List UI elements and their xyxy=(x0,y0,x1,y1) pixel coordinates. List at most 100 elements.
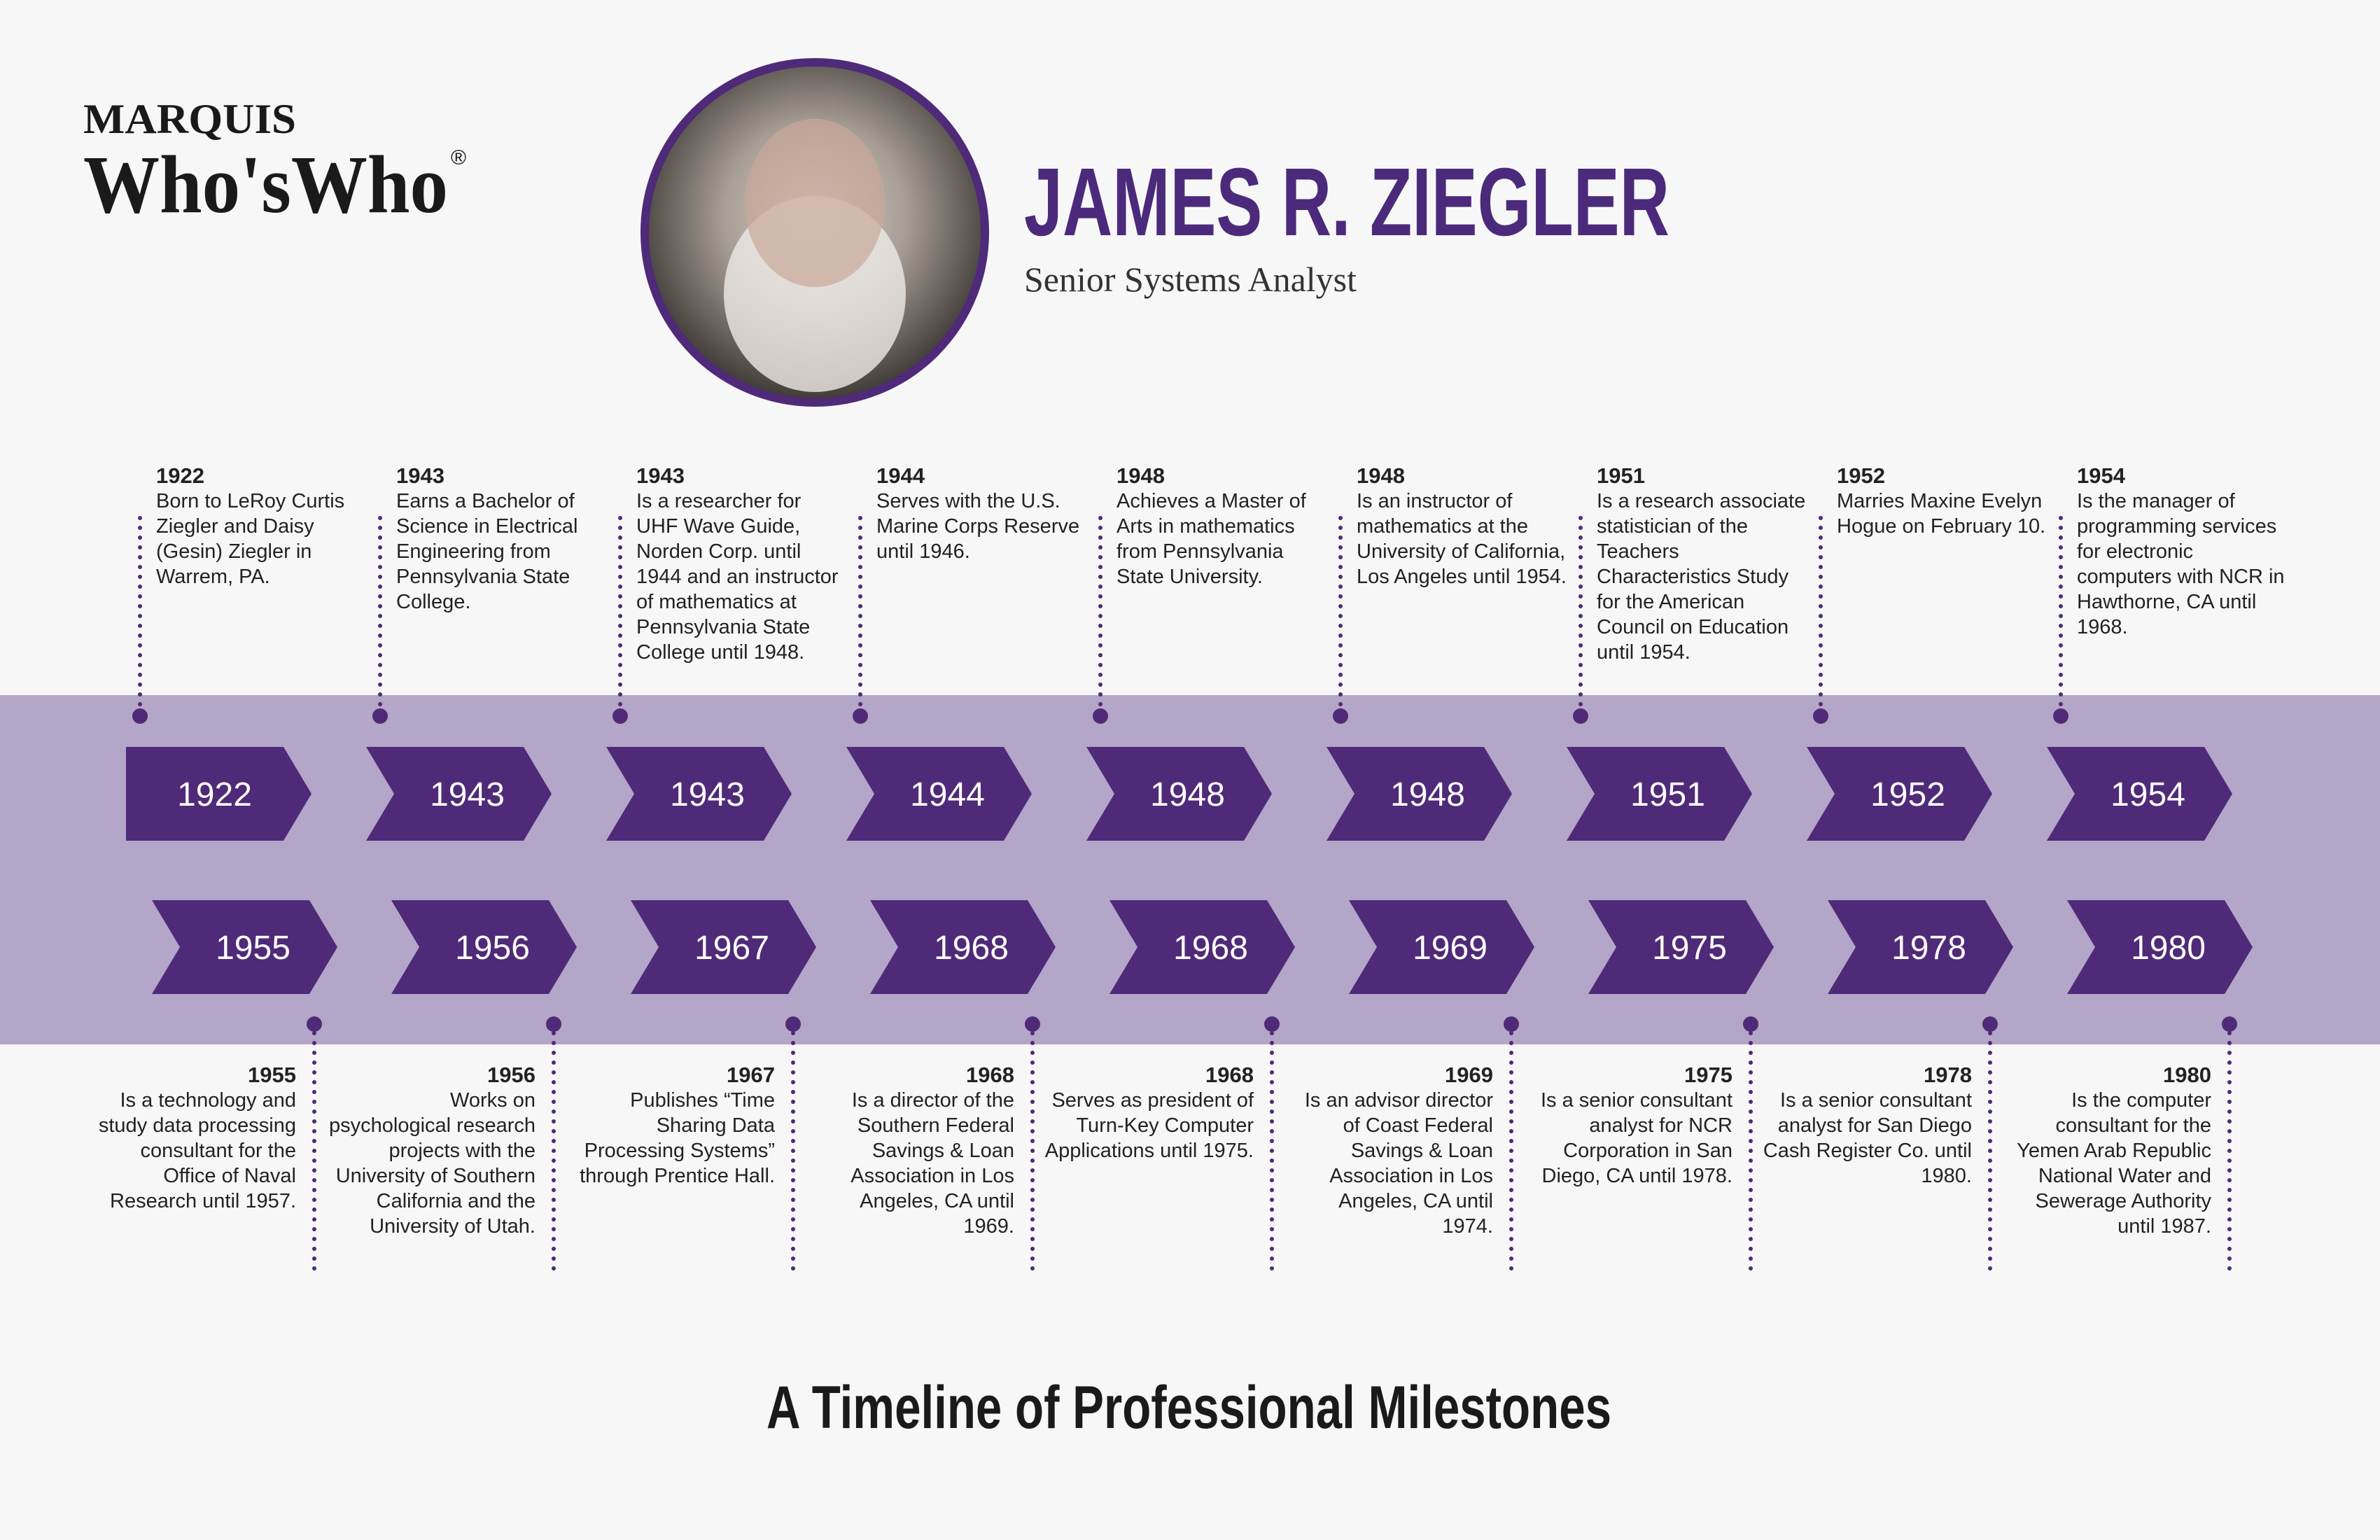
dotted-line xyxy=(1988,1129,1992,1133)
timeline-dot xyxy=(132,708,148,724)
dotted-line xyxy=(1578,682,1583,687)
dotted-line xyxy=(1749,1051,1753,1055)
timeline-dot xyxy=(2053,708,2068,724)
dotted-line xyxy=(1749,1208,1753,1212)
dotted-line xyxy=(138,692,142,696)
dotted-line xyxy=(552,1041,556,1045)
dotted-line xyxy=(1098,536,1102,540)
dotted-line xyxy=(552,1256,556,1261)
event-year: 1980 xyxy=(2163,1063,2211,1087)
dotted-line xyxy=(1338,653,1343,657)
dotted-line xyxy=(2059,555,2063,559)
dotted-line xyxy=(2227,1129,2232,1133)
chevron xyxy=(870,900,1056,994)
dotted-line xyxy=(791,1139,795,1143)
dotted-line xyxy=(1030,1168,1035,1172)
dotted-line xyxy=(1338,692,1343,696)
dotted-line xyxy=(1338,526,1343,530)
dotted-line xyxy=(1578,545,1583,550)
event-text: Is an advisor director of Coast Federal … xyxy=(1304,1089,1493,1238)
chevron xyxy=(1326,747,1512,841)
dotted-line xyxy=(1338,584,1343,589)
dotted-line xyxy=(1988,1060,1992,1065)
dotted-line xyxy=(791,1129,795,1133)
dotted-line xyxy=(1819,653,1823,657)
dotted-line xyxy=(2059,624,2063,628)
dotted-line xyxy=(2227,1149,2232,1153)
chevron xyxy=(606,747,792,841)
dotted-line xyxy=(552,1139,556,1143)
event-text: Born to LeRoy Curtis Ziegler and Daisy (… xyxy=(156,490,345,588)
dotted-line xyxy=(2227,1208,2232,1212)
dotted-line xyxy=(1578,634,1583,638)
event-text: Is a researcher for UHF Wave Guide, Nord… xyxy=(636,490,839,664)
dotted-line xyxy=(378,545,382,550)
dotted-line xyxy=(2227,1266,2232,1270)
dotted-line xyxy=(1338,565,1343,569)
dotted-line xyxy=(1098,614,1102,618)
dotted-line xyxy=(378,526,382,530)
dotted-line xyxy=(2059,692,2063,696)
chevron-year: 1968 xyxy=(1173,930,1248,967)
dotted-line xyxy=(138,663,142,667)
dotted-line xyxy=(138,526,142,530)
dotted-line xyxy=(791,1158,795,1163)
dotted-line xyxy=(2227,1168,2232,1172)
dotted-line xyxy=(618,526,622,530)
dotted-line xyxy=(1749,1217,1753,1222)
dotted-line xyxy=(2059,643,2063,648)
dotted-line xyxy=(1988,1149,1992,1153)
dotted-line xyxy=(1749,1041,1753,1045)
dotted-line xyxy=(1030,1217,1035,1222)
dotted-line xyxy=(2059,594,2063,598)
dotted-line xyxy=(858,555,862,559)
dotted-line xyxy=(791,1237,795,1241)
dotted-line xyxy=(618,545,622,550)
dotted-line xyxy=(2227,1188,2232,1192)
event: 1975 Is a senior consultant analyst for N… xyxy=(1522,1063,1732,1189)
chevron xyxy=(1086,747,1272,841)
event: 1968 Serves as president of Turn-Key Comp… xyxy=(1044,1063,1254,1163)
dotted-line xyxy=(1270,1198,1274,1202)
dotted-line xyxy=(1578,584,1583,589)
dotted-line xyxy=(791,1149,795,1153)
dotted-line xyxy=(791,1227,795,1231)
dotted-line xyxy=(618,702,622,706)
dotted-line xyxy=(312,1031,316,1035)
dotted-line xyxy=(618,555,622,559)
event: 1922 Born to LeRoy Curtis Ziegler and Dai… xyxy=(156,463,366,589)
dotted-line xyxy=(2227,1060,2232,1065)
event-year: 1968 xyxy=(1205,1063,1254,1087)
dotted-line xyxy=(1509,1051,1513,1055)
dotted-line xyxy=(312,1158,316,1163)
dotted-line xyxy=(1338,555,1343,559)
dotted-line xyxy=(1819,575,1823,579)
dotted-line xyxy=(858,584,862,589)
dotted-line xyxy=(2059,565,2063,569)
dotted-line xyxy=(2059,653,2063,657)
dotted-line xyxy=(1509,1080,1513,1084)
dotted-line xyxy=(552,1080,556,1084)
dotted-line xyxy=(1030,1198,1035,1202)
dotted-line xyxy=(1030,1139,1035,1143)
chevron-year: 1944 xyxy=(910,776,985,813)
dotted-line xyxy=(552,1129,556,1133)
dotted-line xyxy=(1749,1139,1753,1143)
dotted-line xyxy=(2227,1139,2232,1143)
dotted-line xyxy=(1988,1266,1992,1270)
dotted-line xyxy=(1030,1119,1035,1124)
dotted-line xyxy=(618,643,622,648)
chevron-year: 1955 xyxy=(216,930,290,967)
timeline-dot xyxy=(1982,1016,1998,1032)
dotted-line xyxy=(552,1237,556,1241)
dotted-line xyxy=(1819,526,1823,530)
dotted-line xyxy=(312,1217,316,1222)
dotted-line xyxy=(1988,1256,1992,1261)
dotted-line xyxy=(2227,1217,2232,1222)
event-text: Is a research associate statistician of … xyxy=(1597,490,1806,664)
event: 1967 Publishes “Time Sharing Data Process… xyxy=(565,1063,775,1189)
dotted-line xyxy=(1270,1188,1274,1192)
dotted-line xyxy=(1749,1237,1753,1241)
dotted-line xyxy=(1819,673,1823,677)
